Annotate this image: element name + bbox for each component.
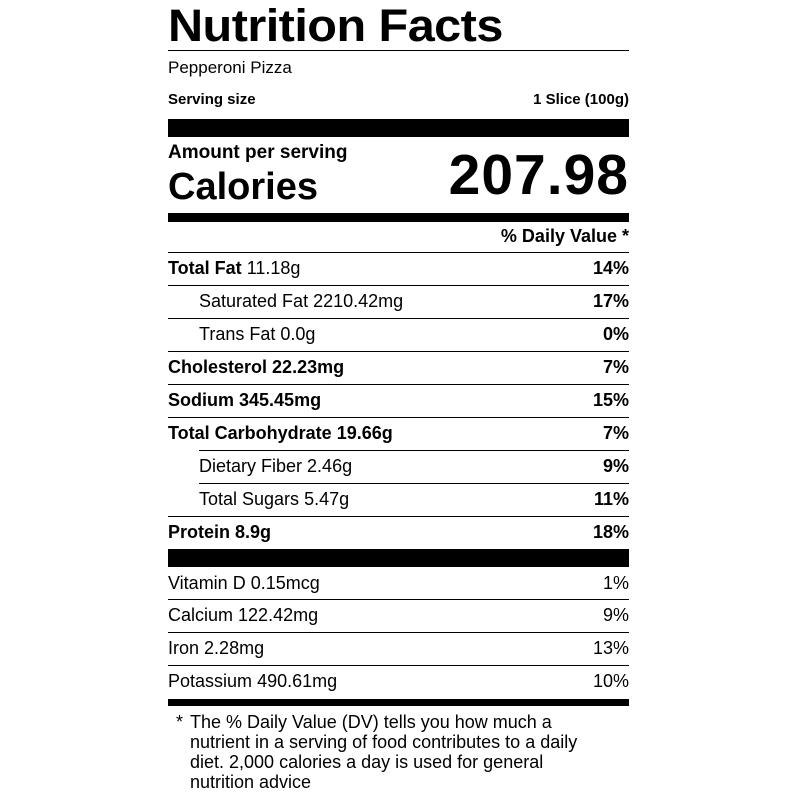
divider — [168, 516, 629, 517]
vitamin-daily-value: 10% — [592, 671, 629, 691]
nutrient-row-total-carbohydrate: Total Carbohydrate 19.66g 7% — [168, 417, 629, 450]
nutrient-daily-value: 7% — [602, 357, 629, 377]
serving-size-value: 1 Slice (100g) — [533, 91, 629, 108]
food-name: Pepperoni Pizza — [168, 58, 292, 77]
vitamin-daily-value: 9% — [602, 605, 629, 625]
divider — [168, 50, 629, 51]
vitamin-row-iron: Iron 2.28mg 13% — [168, 632, 629, 665]
divider — [168, 632, 629, 633]
calories-value: 207.98 — [448, 143, 629, 207]
calories-label: Calories — [168, 166, 318, 208]
vitamin-row-vitamin-d: Vitamin D 0.15mcg 1% — [168, 567, 629, 600]
nutrient-name: Cholesterol 22.23mg — [168, 357, 345, 377]
nutrient-name: Protein 8.9g — [168, 522, 272, 542]
medium-divider — [168, 213, 629, 222]
nutrient-daily-value: 18% — [592, 522, 629, 542]
divider — [168, 252, 629, 253]
nutrient-row-protein: Protein 8.9g 18% — [168, 516, 629, 549]
label-title: Nutrition Facts — [168, 0, 503, 51]
nutrient-row-cholesterol: Cholesterol 22.23mg 7% — [168, 351, 629, 384]
divider — [168, 351, 629, 352]
vitamin-name: Potassium 490.61mg — [168, 671, 338, 691]
divider — [168, 318, 629, 319]
nutrient-row-saturated-fat: Saturated Fat 2210.42mg 17% — [168, 285, 629, 318]
divider — [199, 450, 629, 451]
nutrient-row-total-sugars: Total Sugars 5.47g 11% — [168, 483, 629, 516]
nutrient-row-dietary-fiber: Dietary Fiber 2.46g 9% — [168, 450, 629, 483]
divider — [168, 285, 629, 286]
nutrient-name: Total Sugars 5.47g — [199, 489, 350, 509]
divider — [199, 483, 629, 484]
footnote-marker: * — [176, 712, 184, 732]
nutrient-row-total-fat: Total Fat 11.18g 14% — [168, 252, 629, 285]
medium-divider — [168, 699, 629, 706]
thick-divider — [168, 119, 629, 137]
nutrient-name: Saturated Fat 2210.42mg — [199, 291, 404, 311]
vitamin-row-potassium: Potassium 490.61mg 10% — [168, 665, 629, 698]
divider — [168, 665, 629, 666]
nutrient-daily-value: 17% — [592, 291, 629, 311]
nutrient-name: Trans Fat 0.0g — [199, 324, 316, 344]
divider — [168, 384, 629, 385]
thick-divider — [168, 549, 629, 567]
nutrient-daily-value: 15% — [592, 390, 629, 410]
vitamin-daily-value: 13% — [592, 638, 629, 658]
nutrient-name: Sodium 345.45mg — [168, 390, 322, 410]
nutrient-daily-value: 7% — [602, 423, 629, 443]
nutrient-name: Total Carbohydrate 19.66g — [168, 423, 393, 443]
divider — [168, 417, 629, 418]
daily-value-header: % Daily Value * — [500, 226, 629, 246]
nutrient-name: Total Fat 11.18g — [168, 258, 301, 278]
vitamin-name: Vitamin D 0.15mcg — [168, 573, 320, 593]
nutrient-daily-value: 0% — [602, 324, 629, 344]
serving-size-label: Serving size — [168, 91, 256, 108]
nutrient-row-sodium: Sodium 345.45mg 15% — [168, 384, 629, 417]
nutrient-daily-value: 14% — [592, 258, 629, 278]
vitamin-name: Calcium 122.42mg — [168, 605, 319, 625]
footnote-text: The % Daily Value (DV) tells you how muc… — [190, 712, 578, 792]
amount-per-serving-label: Amount per serving — [168, 142, 348, 163]
divider — [168, 599, 629, 600]
vitamin-daily-value: 1% — [602, 573, 629, 593]
vitamin-name: Iron 2.28mg — [168, 638, 265, 658]
vitamin-row-calcium: Calcium 122.42mg 9% — [168, 599, 629, 632]
nutrient-daily-value: 11% — [593, 489, 629, 509]
nutrient-row-trans-fat: Trans Fat 0.0g 0% — [168, 318, 629, 351]
nutrient-daily-value: 9% — [602, 456, 629, 476]
nutrient-name: Dietary Fiber 2.46g — [199, 456, 353, 476]
